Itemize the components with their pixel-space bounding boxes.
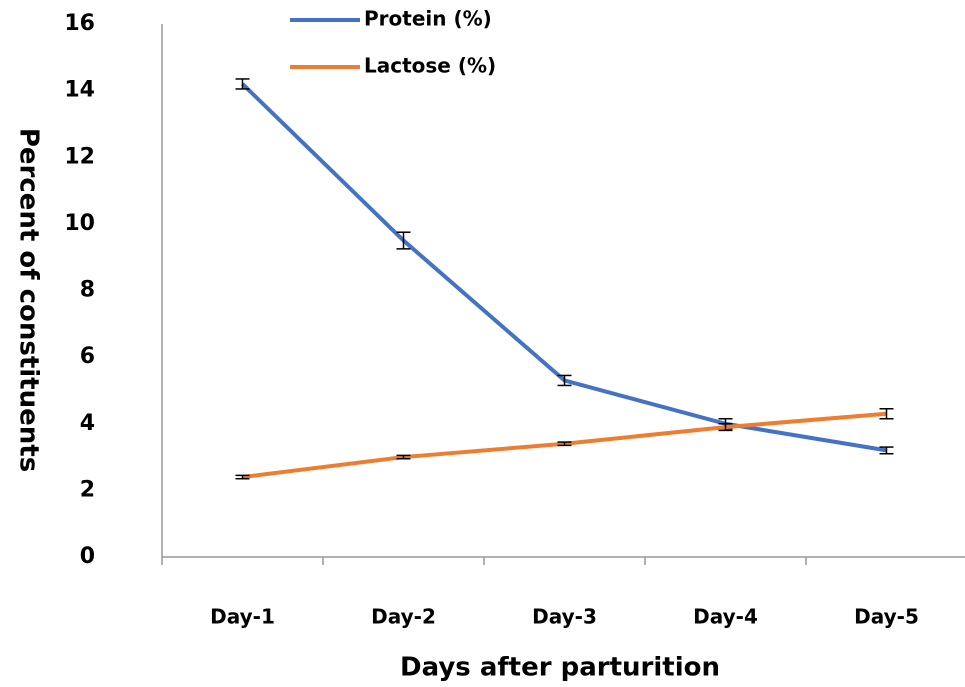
error-bar — [879, 408, 894, 420]
error-bar — [879, 446, 894, 455]
y-tick-label: 8 — [80, 278, 95, 303]
y-tick-label: 14 — [64, 78, 95, 103]
error-bar — [396, 454, 411, 460]
x-axis-label: Days after parturition — [400, 653, 720, 683]
x-tick-label: Day-5 — [854, 605, 919, 629]
series-line — [241, 82, 887, 453]
legend-label: Lactose (%) — [364, 54, 496, 78]
error-bar — [396, 231, 411, 250]
x-tick-label: Day-3 — [532, 605, 597, 629]
x-tick-label: Day-2 — [371, 605, 436, 629]
x-tick-label: Day-1 — [210, 605, 275, 629]
error-bar — [557, 441, 572, 447]
y-tick-label: 0 — [80, 544, 95, 569]
y-tick-label: 2 — [80, 477, 95, 502]
y-tick-label: 16 — [64, 11, 95, 36]
y-tick-label: 6 — [80, 344, 95, 369]
error-bar — [718, 423, 733, 432]
y-tick-label: 12 — [64, 144, 95, 169]
error-bar — [235, 78, 250, 90]
legend-label: Protein (%) — [364, 7, 492, 31]
y-axis-label: Percent of constituents — [14, 128, 44, 472]
y-tick-label: 4 — [80, 411, 95, 436]
y-tick-label: 10 — [64, 211, 95, 236]
error-bar — [557, 374, 572, 387]
x-tick-label: Day-4 — [693, 605, 758, 629]
error-bar — [235, 474, 250, 480]
